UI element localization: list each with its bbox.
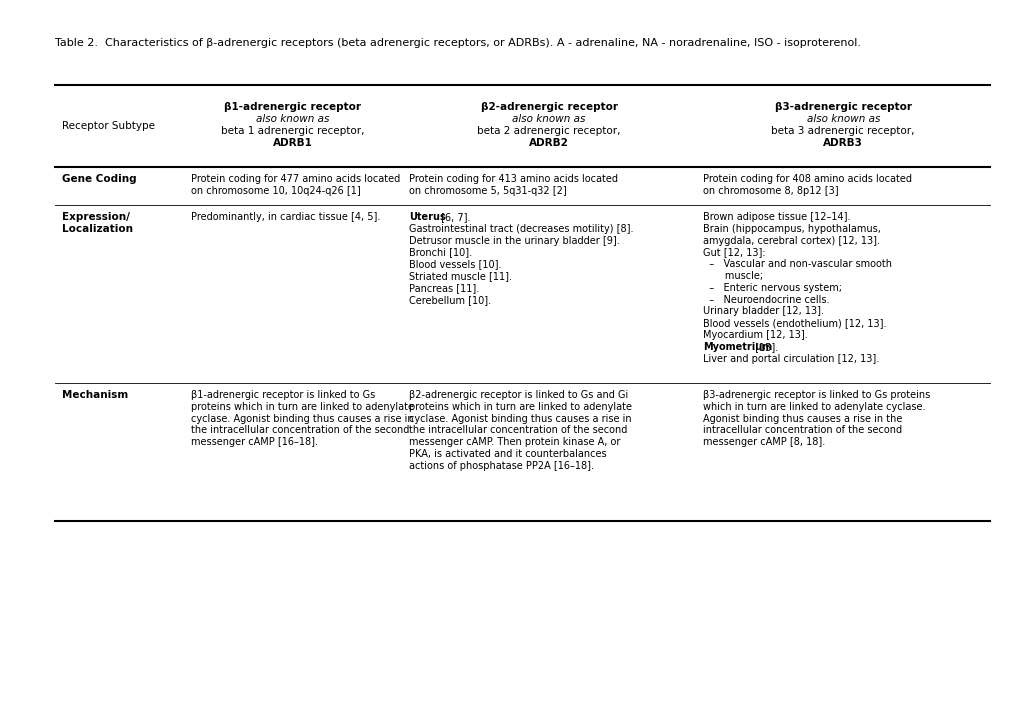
Text: β1-adrenergic receptor: β1-adrenergic receptor (224, 102, 361, 112)
Text: beta 1 adrenergic receptor,: beta 1 adrenergic receptor, (221, 126, 365, 136)
Text: proteins which in turn are linked to adenylate: proteins which in turn are linked to ade… (191, 402, 414, 412)
Text: actions of phosphatase PP2A [16–18].: actions of phosphatase PP2A [16–18]. (409, 461, 593, 471)
Text: –   Neuroendocrine cells.: – Neuroendocrine cells. (703, 294, 829, 305)
Text: on chromosome 8, 8p12 [3]: on chromosome 8, 8p12 [3] (703, 186, 839, 196)
Text: cyclase. Agonist binding thus causes a rise in: cyclase. Agonist binding thus causes a r… (409, 413, 631, 423)
Text: muscle;: muscle; (703, 271, 763, 281)
Text: ADRB1: ADRB1 (273, 138, 313, 148)
Text: –   Enteric nervous system;: – Enteric nervous system; (703, 283, 842, 293)
Text: Uterus: Uterus (409, 212, 445, 222)
Text: Blood vessels (endothelium) [12, 13].: Blood vessels (endothelium) [12, 13]. (703, 318, 887, 328)
Text: Brown adipose tissue [12–14].: Brown adipose tissue [12–14]. (703, 212, 850, 222)
Text: Table 2.  Characteristics of β-adrenergic receptors (beta adrenergic receptors, : Table 2. Characteristics of β-adrenergic… (55, 38, 860, 48)
Text: ADRB3: ADRB3 (822, 138, 862, 148)
Text: Protein coding for 413 amino acids located: Protein coding for 413 amino acids locat… (409, 174, 618, 184)
Text: Blood vessels [10].: Blood vessels [10]. (409, 259, 501, 269)
Text: [15].: [15]. (751, 342, 777, 352)
Text: β3-adrenergic receptor is linked to Gs proteins: β3-adrenergic receptor is linked to Gs p… (703, 390, 929, 400)
Text: cyclase. Agonist binding thus causes a rise in: cyclase. Agonist binding thus causes a r… (191, 413, 414, 423)
Text: ADRB2: ADRB2 (529, 138, 569, 148)
Text: Protein coding for 477 amino acids located: Protein coding for 477 amino acids locat… (191, 174, 399, 184)
Text: Gut [12, 13]:: Gut [12, 13]: (703, 248, 765, 258)
Text: also known as: also known as (256, 114, 329, 125)
Text: Cerebellum [10].: Cerebellum [10]. (409, 294, 490, 305)
Text: intracellular concentration of the second: intracellular concentration of the secon… (703, 426, 902, 436)
Text: Mechanism: Mechanism (62, 390, 128, 400)
Text: Detrusor muscle in the urinary bladder [9].: Detrusor muscle in the urinary bladder [… (409, 235, 619, 246)
Text: Bronchi [10].: Bronchi [10]. (409, 248, 472, 258)
Text: amygdala, cerebral cortex) [12, 13].: amygdala, cerebral cortex) [12, 13]. (703, 235, 879, 246)
Text: β1-adrenergic receptor is linked to Gs: β1-adrenergic receptor is linked to Gs (191, 390, 375, 400)
Text: Urinary bladder [12, 13].: Urinary bladder [12, 13]. (703, 307, 823, 316)
Text: which in turn are linked to adenylate cyclase.: which in turn are linked to adenylate cy… (703, 402, 925, 412)
Text: Brain (hippocampus, hypothalamus,: Brain (hippocampus, hypothalamus, (703, 224, 880, 234)
Text: –   Vascular and non-vascular smooth: – Vascular and non-vascular smooth (703, 259, 892, 269)
Text: [6, 7].: [6, 7]. (437, 212, 470, 222)
Text: Gastrointestinal tract (decreases motility) [8].: Gastrointestinal tract (decreases motili… (409, 224, 633, 234)
Text: Myocardium [12, 13].: Myocardium [12, 13]. (703, 330, 807, 340)
Text: Myometrium: Myometrium (703, 342, 772, 352)
Text: also known as: also known as (512, 114, 585, 125)
Text: the intracellular concentration of the second: the intracellular concentration of the s… (409, 426, 627, 436)
Text: messenger cAMP [8, 18].: messenger cAMP [8, 18]. (703, 437, 824, 447)
Text: PKA, is activated and it counterbalances: PKA, is activated and it counterbalances (409, 449, 606, 459)
Text: Agonist binding thus causes a rise in the: Agonist binding thus causes a rise in th… (703, 413, 902, 423)
Text: beta 2 adrenergic receptor,: beta 2 adrenergic receptor, (477, 126, 621, 136)
Text: on chromosome 5, 5q31-q32 [2]: on chromosome 5, 5q31-q32 [2] (409, 186, 567, 196)
Text: messenger cAMP. Then protein kinase A, or: messenger cAMP. Then protein kinase A, o… (409, 437, 620, 447)
Text: on chromosome 10, 10q24-q26 [1]: on chromosome 10, 10q24-q26 [1] (191, 186, 361, 196)
Text: β2-adrenergic receptor: β2-adrenergic receptor (480, 102, 618, 112)
Text: Predominantly, in cardiac tissue [4, 5].: Predominantly, in cardiac tissue [4, 5]. (191, 212, 380, 222)
Text: Pancreas [11].: Pancreas [11]. (409, 283, 479, 293)
Text: beta 3 adrenergic receptor,: beta 3 adrenergic receptor, (770, 126, 914, 136)
Text: Liver and portal circulation [12, 13].: Liver and portal circulation [12, 13]. (703, 354, 878, 364)
Text: Receptor Subtype: Receptor Subtype (62, 121, 155, 131)
Text: Gene Coding: Gene Coding (62, 174, 137, 184)
Text: β3-adrenergic receptor: β3-adrenergic receptor (774, 102, 911, 112)
Text: β2-adrenergic receptor is linked to Gs and Gi: β2-adrenergic receptor is linked to Gs a… (409, 390, 628, 400)
Text: Expression/
Localization: Expression/ Localization (62, 212, 132, 233)
Text: the intracellular concentration of the second: the intracellular concentration of the s… (191, 426, 409, 436)
Text: Striated muscle [11].: Striated muscle [11]. (409, 271, 512, 281)
Text: messenger cAMP [16–18].: messenger cAMP [16–18]. (191, 437, 318, 447)
Text: proteins which in turn are linked to adenylate: proteins which in turn are linked to ade… (409, 402, 631, 412)
Text: Protein coding for 408 amino acids located: Protein coding for 408 amino acids locat… (703, 174, 912, 184)
Text: also known as: also known as (806, 114, 879, 125)
